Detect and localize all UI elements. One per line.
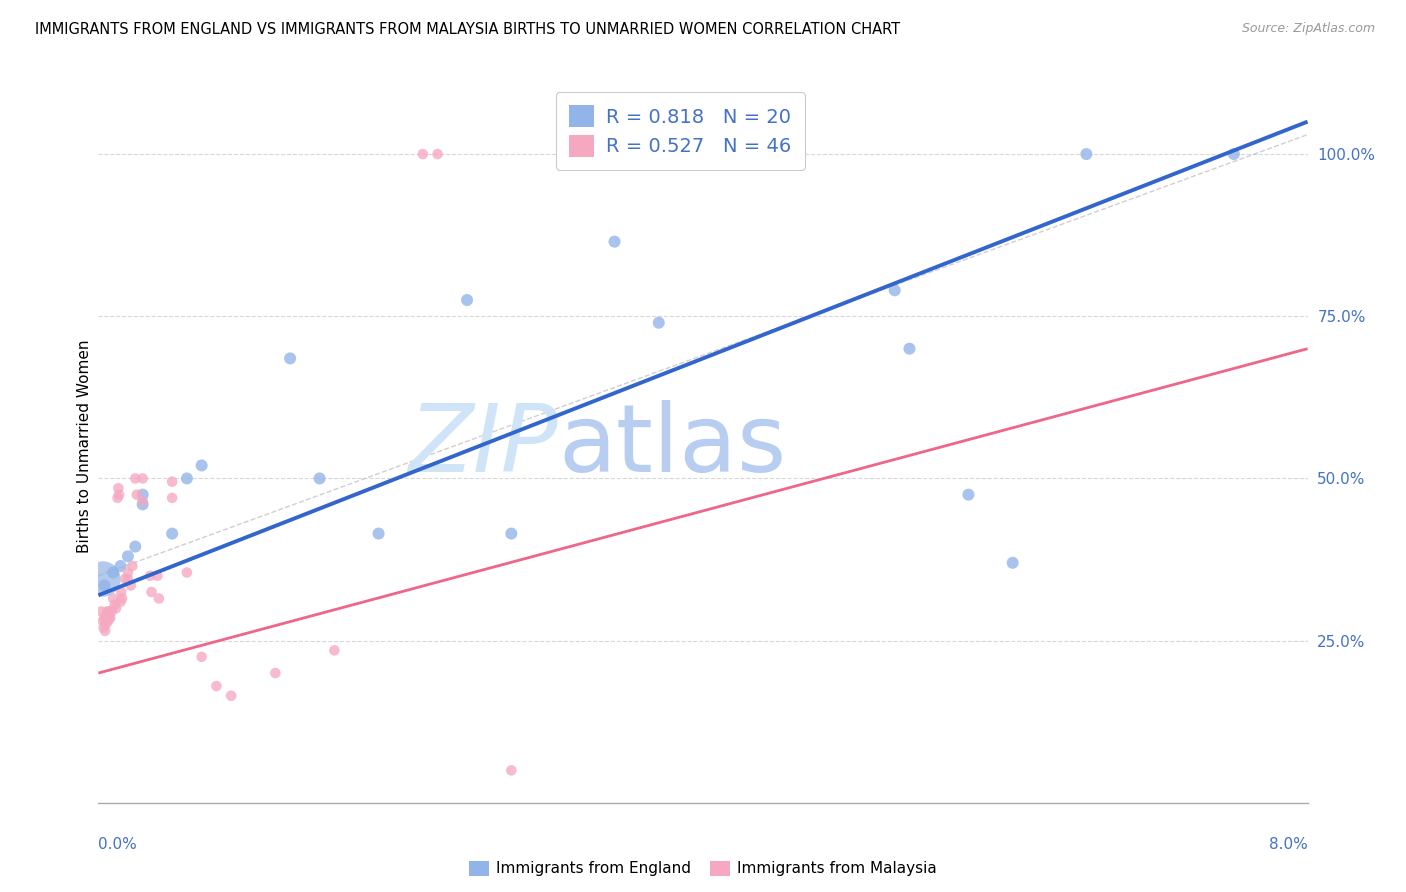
Point xyxy=(501,526,523,541)
Point xyxy=(111,591,134,606)
Point xyxy=(93,578,115,592)
Point xyxy=(501,764,523,778)
Point xyxy=(278,351,301,366)
Point xyxy=(176,566,198,580)
Point xyxy=(94,617,117,632)
Point xyxy=(117,566,139,580)
Point xyxy=(117,572,139,586)
Point xyxy=(160,526,183,541)
Point xyxy=(176,471,198,485)
Point xyxy=(426,147,449,161)
Text: IMMIGRANTS FROM ENGLAND VS IMMIGRANTS FROM MALAYSIA BIRTHS TO UNMARRIED WOMEN CO: IMMIGRANTS FROM ENGLAND VS IMMIGRANTS FR… xyxy=(35,22,900,37)
Point xyxy=(205,679,228,693)
Point xyxy=(323,643,346,657)
Point xyxy=(148,591,170,606)
Point xyxy=(264,666,287,681)
Point xyxy=(91,572,114,586)
Point xyxy=(104,598,127,612)
Point xyxy=(97,604,120,618)
Point xyxy=(308,471,330,485)
Point xyxy=(648,316,671,330)
Point xyxy=(101,591,124,606)
Point xyxy=(94,624,117,638)
Text: ZIP: ZIP xyxy=(408,401,558,491)
Point xyxy=(898,342,921,356)
Point xyxy=(219,689,242,703)
Point xyxy=(105,601,128,615)
Point xyxy=(125,488,148,502)
Point xyxy=(124,471,146,485)
Point xyxy=(131,494,153,508)
Point xyxy=(108,488,131,502)
Point xyxy=(100,604,122,618)
Point xyxy=(97,614,120,628)
Point xyxy=(131,471,153,485)
Point xyxy=(160,491,183,505)
Point xyxy=(190,458,212,473)
Point xyxy=(107,491,129,505)
Point xyxy=(117,549,139,564)
Point xyxy=(120,578,142,592)
Point xyxy=(131,488,153,502)
Point xyxy=(141,585,163,599)
Point xyxy=(957,488,980,502)
Point xyxy=(101,566,124,580)
Point xyxy=(110,595,132,609)
Text: atlas: atlas xyxy=(558,400,786,492)
Point xyxy=(124,540,146,554)
Point xyxy=(603,235,626,249)
Point xyxy=(780,147,803,161)
Point xyxy=(160,475,183,489)
Text: 0.0%: 0.0% xyxy=(98,837,138,852)
Point xyxy=(456,293,478,307)
Point xyxy=(98,611,121,625)
Point xyxy=(146,568,169,582)
Point xyxy=(1223,147,1246,161)
Point xyxy=(1001,556,1024,570)
Text: 8.0%: 8.0% xyxy=(1268,837,1308,852)
Point xyxy=(98,611,121,625)
Point xyxy=(131,497,153,511)
Point xyxy=(114,572,136,586)
Point xyxy=(90,604,112,618)
Point xyxy=(121,559,143,574)
Text: Source: ZipAtlas.com: Source: ZipAtlas.com xyxy=(1241,22,1375,36)
Legend: R = 0.818   N = 20, R = 0.527   N = 46: R = 0.818 N = 20, R = 0.527 N = 46 xyxy=(555,92,806,170)
Point xyxy=(110,559,132,574)
Point xyxy=(93,611,115,625)
Point xyxy=(96,604,118,618)
Point xyxy=(110,585,132,599)
Point xyxy=(1076,147,1098,161)
Point xyxy=(367,526,389,541)
Point xyxy=(107,481,129,495)
Y-axis label: Births to Unmarried Women: Births to Unmarried Women xyxy=(77,339,91,553)
Point xyxy=(96,611,118,625)
Legend: Immigrants from England, Immigrants from Malaysia: Immigrants from England, Immigrants from… xyxy=(463,855,943,882)
Point xyxy=(91,614,114,628)
Point xyxy=(883,283,905,297)
Point xyxy=(412,147,434,161)
Point xyxy=(93,621,115,635)
Point xyxy=(190,649,212,664)
Point xyxy=(139,568,162,582)
